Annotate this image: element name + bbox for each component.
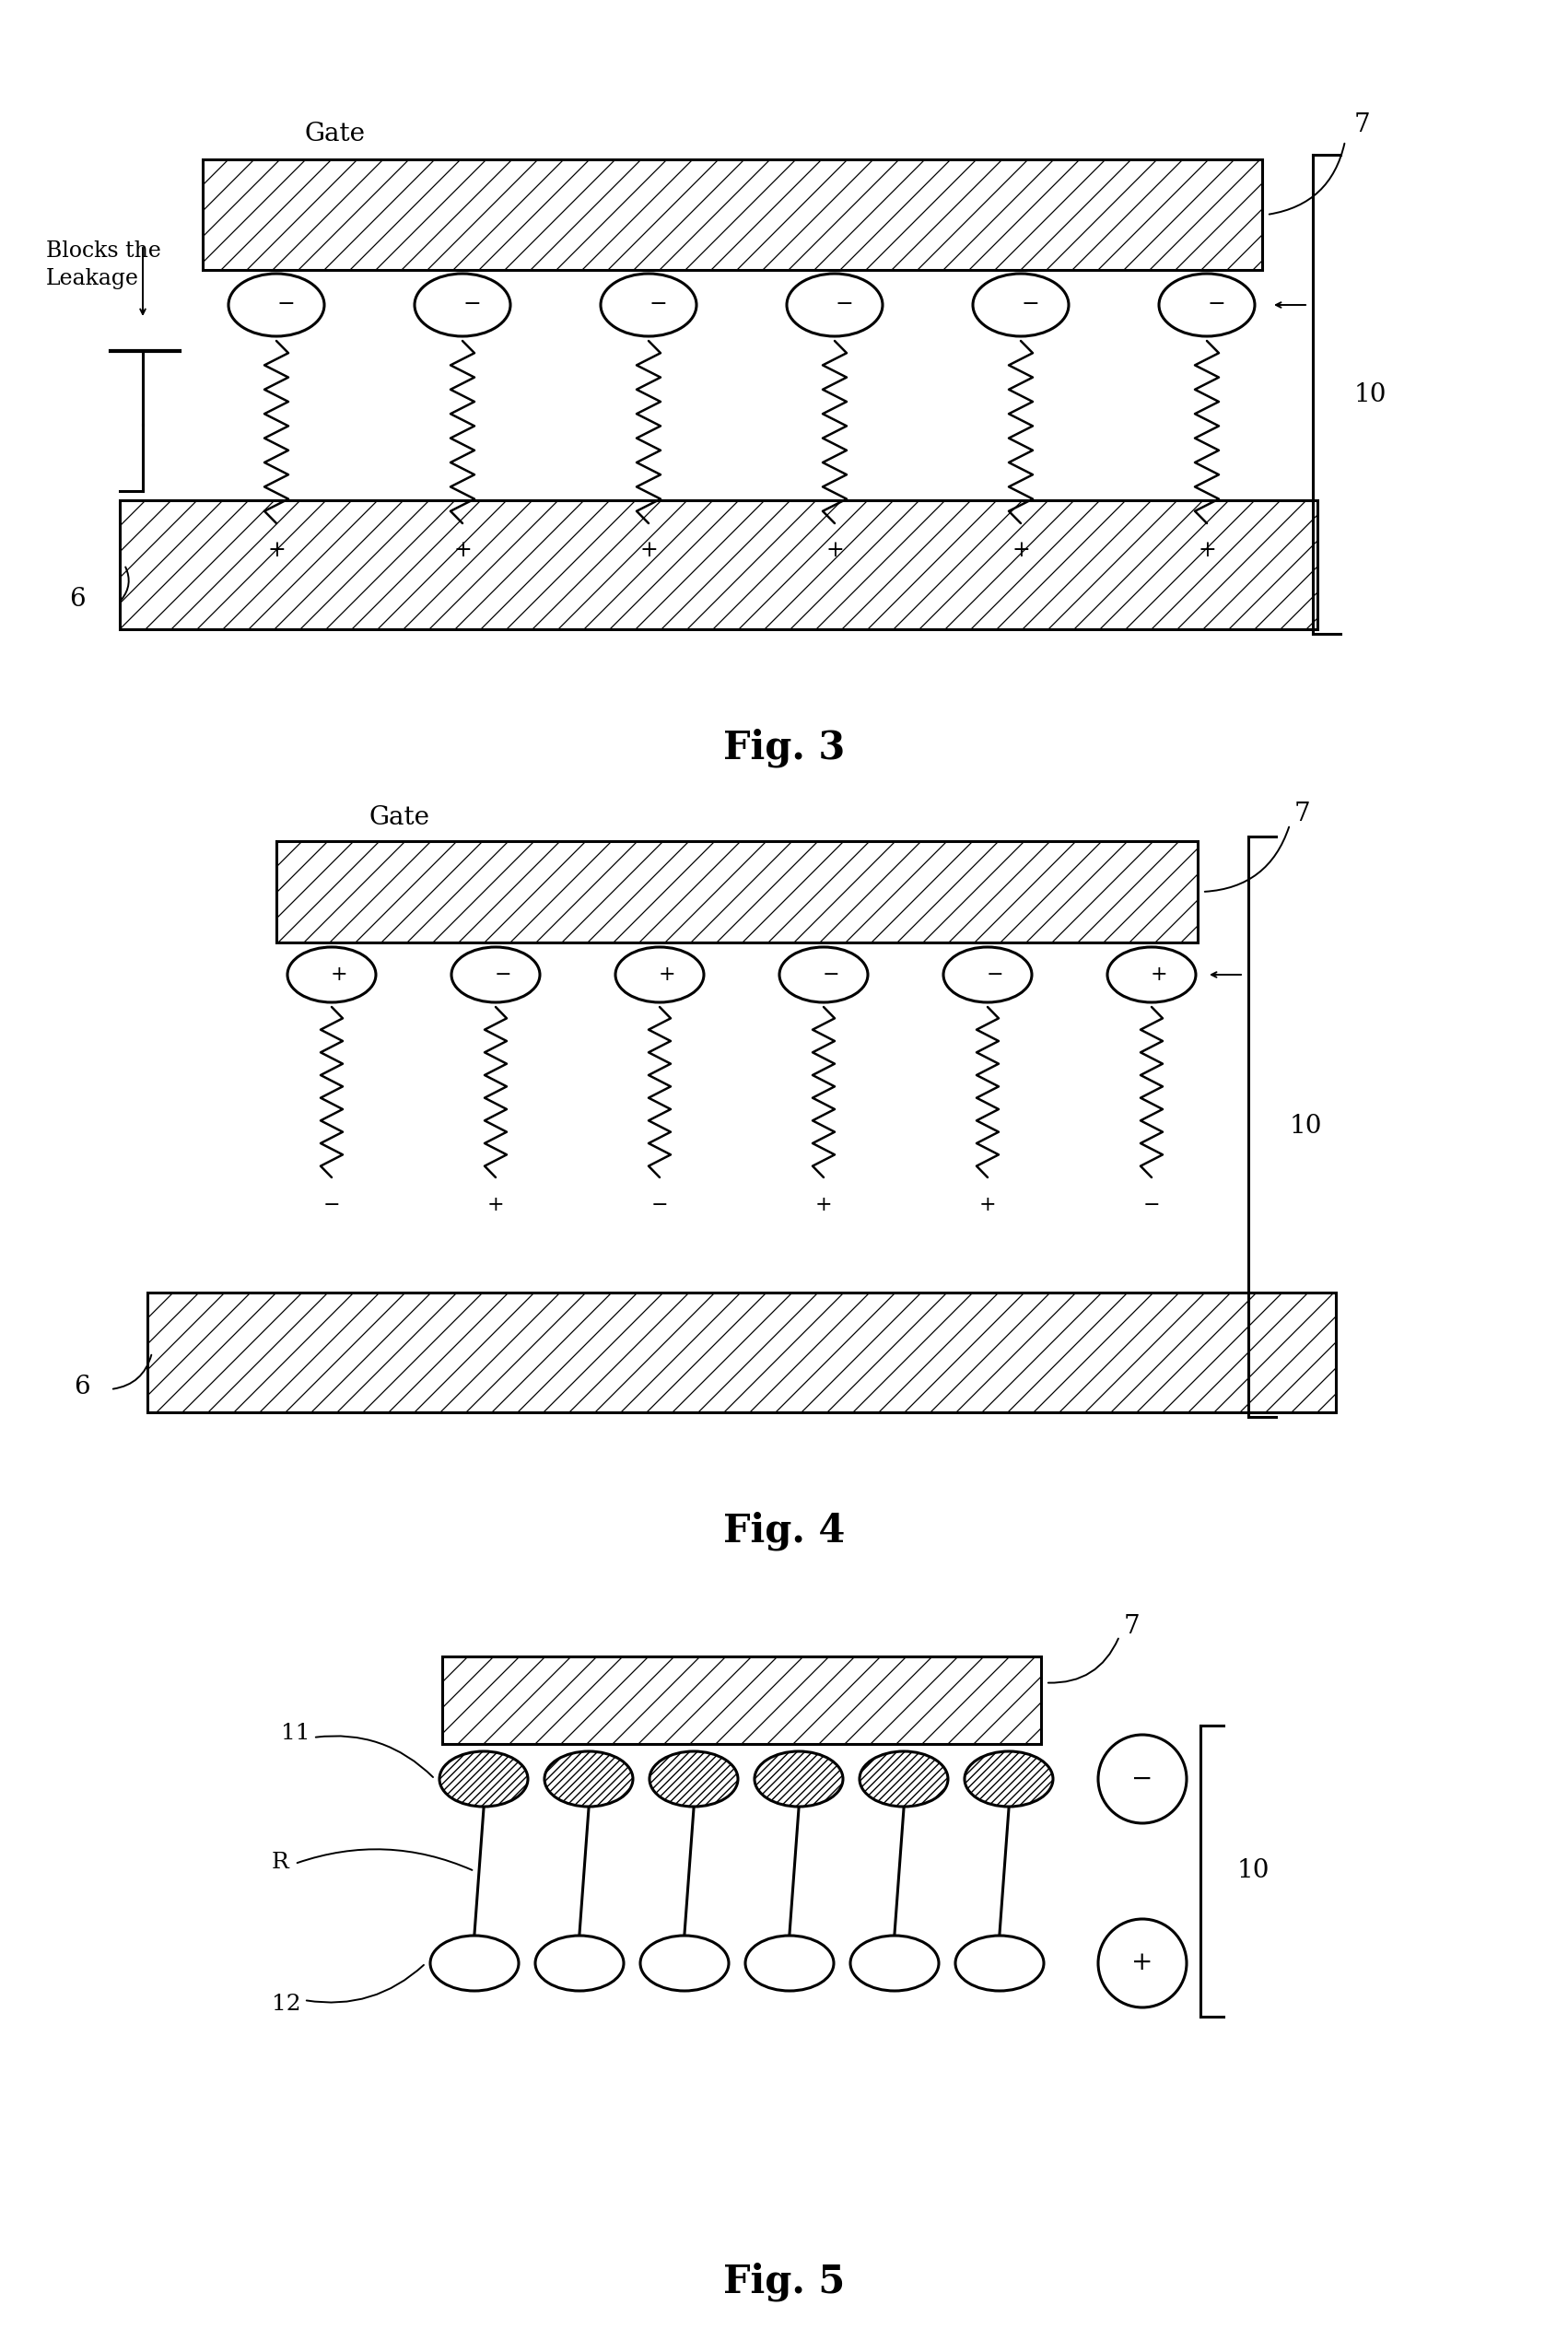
- Text: +: +: [1132, 1950, 1152, 1976]
- Ellipse shape: [615, 948, 704, 1002]
- Text: 7: 7: [1124, 1613, 1140, 1639]
- Text: +: +: [331, 964, 348, 985]
- Ellipse shape: [955, 1936, 1044, 1990]
- Ellipse shape: [229, 273, 325, 336]
- Ellipse shape: [850, 1936, 939, 1990]
- Text: 10: 10: [1355, 381, 1388, 407]
- Ellipse shape: [964, 1752, 1054, 1806]
- Text: −: −: [463, 294, 481, 315]
- Ellipse shape: [640, 1936, 729, 1990]
- Text: −: −: [1132, 1766, 1152, 1792]
- Ellipse shape: [287, 948, 376, 1002]
- Text: +: +: [815, 1195, 833, 1216]
- Text: −: −: [651, 1195, 668, 1216]
- Text: Fig. 4: Fig. 4: [723, 1512, 845, 1550]
- Text: −: −: [649, 294, 666, 315]
- Text: −: −: [986, 964, 1004, 985]
- Text: Blocks the
Leakage: Blocks the Leakage: [45, 240, 162, 289]
- Ellipse shape: [452, 948, 539, 1002]
- Ellipse shape: [649, 1752, 739, 1806]
- Text: −: −: [276, 294, 295, 315]
- Text: 10: 10: [1237, 1858, 1270, 1884]
- Ellipse shape: [1107, 948, 1196, 1002]
- Bar: [202, 160, 1262, 270]
- Ellipse shape: [544, 1752, 633, 1806]
- Ellipse shape: [745, 1936, 834, 1990]
- Ellipse shape: [601, 273, 696, 336]
- Bar: [147, 1294, 1336, 1411]
- Ellipse shape: [1098, 1919, 1187, 2009]
- Text: +: +: [1151, 964, 1168, 985]
- Ellipse shape: [1159, 273, 1254, 336]
- Text: −: −: [323, 1195, 340, 1216]
- Text: −: −: [1021, 294, 1040, 315]
- Ellipse shape: [754, 1752, 844, 1806]
- Ellipse shape: [414, 273, 510, 336]
- Text: +: +: [640, 541, 657, 562]
- Bar: [202, 160, 1262, 270]
- Text: −: −: [822, 964, 839, 985]
- Text: 11: 11: [281, 1722, 310, 1743]
- Text: Fig. 5: Fig. 5: [723, 2263, 845, 2300]
- Text: 7: 7: [1355, 113, 1370, 136]
- Bar: [119, 501, 1317, 630]
- Bar: [442, 1656, 1041, 1743]
- Text: −: −: [834, 294, 853, 315]
- Text: Fig. 3: Fig. 3: [723, 729, 845, 767]
- Text: 6: 6: [74, 1374, 89, 1399]
- Text: 7: 7: [1294, 802, 1311, 826]
- Ellipse shape: [944, 948, 1032, 1002]
- Ellipse shape: [779, 948, 867, 1002]
- Ellipse shape: [535, 1936, 624, 1990]
- Text: R: R: [271, 1851, 289, 1872]
- Text: +: +: [826, 541, 844, 562]
- Ellipse shape: [430, 1936, 519, 1990]
- Bar: [147, 1294, 1336, 1411]
- Text: Gate: Gate: [368, 804, 430, 830]
- Bar: [276, 842, 1198, 943]
- Ellipse shape: [439, 1752, 528, 1806]
- Text: +: +: [453, 541, 472, 562]
- Ellipse shape: [859, 1752, 949, 1806]
- Text: +: +: [1011, 541, 1030, 562]
- Text: +: +: [978, 1195, 996, 1216]
- Text: +: +: [659, 964, 676, 985]
- Ellipse shape: [972, 273, 1069, 336]
- Bar: [276, 842, 1198, 943]
- Text: −: −: [1207, 294, 1225, 315]
- Text: +: +: [267, 541, 285, 562]
- Text: 12: 12: [271, 1994, 301, 2016]
- Bar: [442, 1656, 1041, 1743]
- Ellipse shape: [1098, 1736, 1187, 1823]
- Bar: [119, 501, 1317, 630]
- Text: −: −: [494, 964, 511, 985]
- Text: 6: 6: [69, 588, 85, 612]
- Text: +: +: [488, 1195, 505, 1216]
- Text: +: +: [1198, 541, 1215, 562]
- Ellipse shape: [787, 273, 883, 336]
- Text: Gate: Gate: [304, 122, 365, 146]
- Text: 10: 10: [1290, 1115, 1322, 1138]
- Text: −: −: [1143, 1195, 1160, 1216]
